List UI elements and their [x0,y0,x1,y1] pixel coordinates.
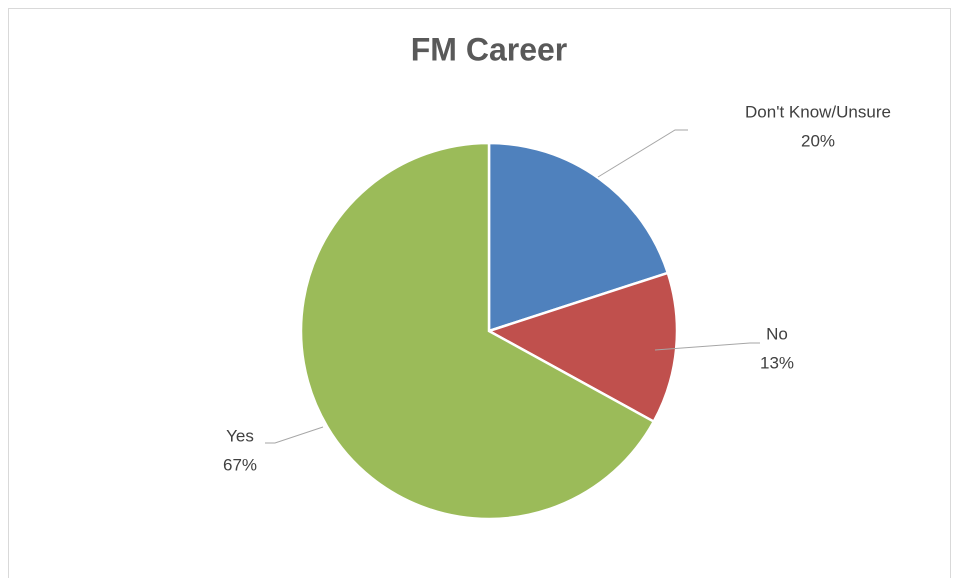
slice-label: Don't Know/Unsure [745,102,891,121]
chart-border [8,8,951,578]
slice-value-label: 67% [223,455,257,474]
leader-line [265,426,324,444]
slice-label: No [766,324,788,343]
slice-value-label: 20% [801,131,835,150]
leader-line [597,129,688,178]
slice-value-label: 13% [760,353,794,372]
pie-slice [299,141,656,521]
leader-line [654,342,760,351]
slice-label: Yes [226,426,254,445]
chart-title: FM Career [411,31,568,67]
pie-slice [487,141,670,333]
